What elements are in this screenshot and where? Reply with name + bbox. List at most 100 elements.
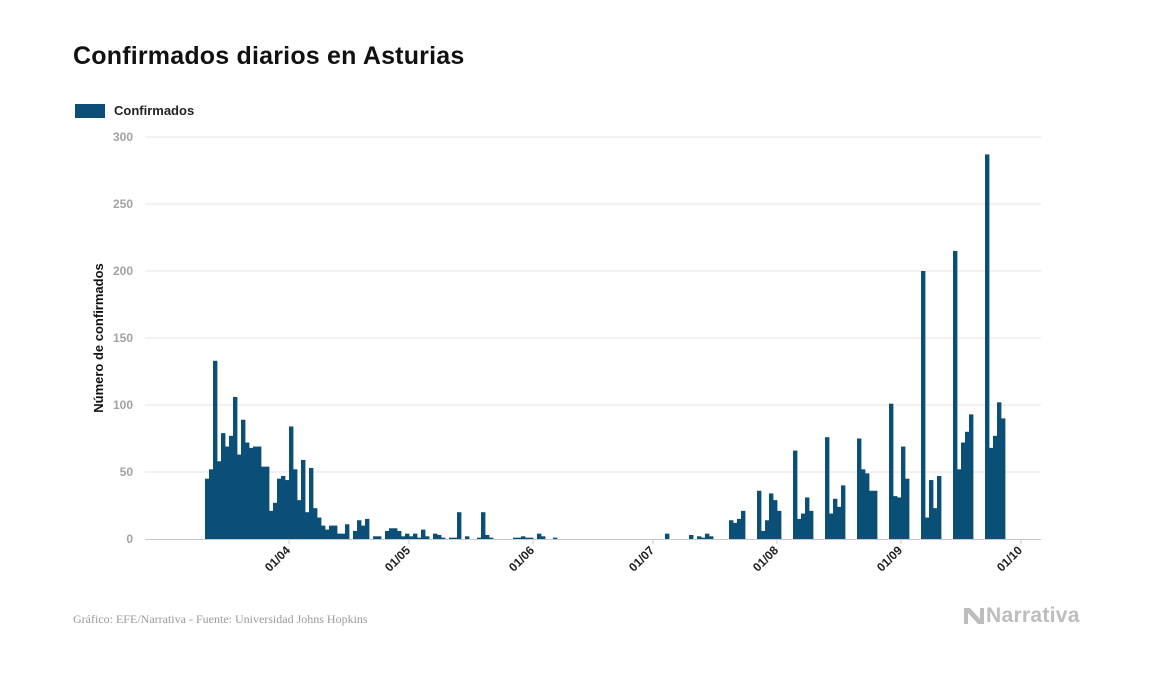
bars: [205, 154, 1006, 540]
bar: [865, 473, 870, 539]
bar: [689, 534, 694, 539]
bar: [905, 478, 910, 539]
bar: [929, 480, 934, 539]
bar: [989, 447, 994, 539]
bar: [809, 510, 814, 539]
bar: [245, 442, 250, 539]
y-tick-label: 200: [113, 264, 133, 278]
x-tick-label: 01/10: [994, 543, 1025, 574]
bar: [257, 446, 262, 539]
bar: [273, 502, 278, 539]
bar: [761, 530, 766, 539]
bar: [793, 450, 798, 539]
bar: [417, 537, 422, 539]
y-tick-label: 100: [113, 398, 133, 412]
bar: [965, 431, 970, 539]
bar: [305, 512, 310, 539]
x-tick-label: 01/07: [626, 543, 657, 574]
bar: [489, 537, 494, 539]
bar: [773, 500, 778, 539]
bar: [857, 438, 862, 539]
bar: [213, 360, 218, 539]
bar: [221, 433, 226, 539]
bar: [449, 537, 454, 539]
x-axis: [145, 539, 1041, 544]
bar: [521, 536, 526, 539]
bar: [457, 512, 462, 539]
bar: [769, 493, 774, 539]
bar: [529, 537, 534, 539]
bar: [389, 528, 394, 539]
bar: [957, 469, 962, 539]
bar: [925, 517, 930, 539]
bar: [861, 469, 866, 539]
bar: [301, 459, 306, 539]
bar: [397, 530, 402, 539]
legend-label: Confirmados: [114, 103, 195, 118]
bar: [285, 480, 290, 539]
bar: [517, 537, 522, 539]
bar: [329, 525, 334, 539]
bar: [321, 525, 326, 539]
bar: [333, 525, 338, 539]
bar: [217, 461, 222, 539]
bar: [405, 533, 410, 539]
bar: [337, 533, 342, 539]
bar: [921, 271, 926, 539]
bar: [477, 537, 482, 539]
bar: [485, 534, 490, 539]
bar: [393, 528, 398, 539]
bar: [237, 454, 242, 539]
bar: [801, 513, 806, 539]
y-axis-ticks: 0 50 100 150 200 250 300: [113, 130, 133, 546]
source-note: Gráfico: EFE/Narrativa - Fuente: Univers…: [73, 612, 368, 626]
bar: [537, 533, 542, 539]
bar: [777, 510, 782, 539]
x-axis-ticks: 01/04 01/05 01/06 01/07 01/08 01/09 01/10: [262, 543, 1025, 574]
y-tick-label: 250: [113, 197, 133, 211]
bar: [829, 513, 834, 539]
bar: [357, 520, 362, 539]
bar: [361, 525, 366, 539]
bar: [425, 536, 430, 539]
bar: [741, 510, 746, 539]
bar: [233, 396, 238, 539]
bar: [805, 497, 810, 539]
y-tick-label: 150: [113, 331, 133, 345]
bar: [893, 496, 898, 539]
bar: [701, 537, 706, 539]
bar: [437, 534, 442, 539]
bar: [985, 154, 990, 540]
bar: [441, 537, 446, 539]
narrativa-logo-icon: [964, 608, 984, 624]
bar: [757, 490, 762, 539]
bar: [409, 536, 414, 539]
bar: [937, 476, 942, 539]
bar: [837, 506, 842, 539]
bar: [297, 500, 302, 539]
bar: [709, 536, 714, 539]
bar: [205, 478, 210, 539]
bar: [225, 446, 230, 539]
y-tick-label: 300: [113, 130, 133, 144]
bar: [309, 467, 314, 539]
bar: [869, 490, 874, 539]
bar: [413, 533, 418, 539]
bar: [541, 536, 546, 539]
bar: [797, 518, 802, 539]
bar: [1001, 418, 1006, 539]
bar: [269, 510, 274, 539]
bar: [953, 250, 958, 539]
bar: [553, 537, 558, 539]
y-tick-label: 0: [126, 532, 133, 546]
bar: [729, 520, 734, 539]
x-tick-label: 01/06: [506, 543, 537, 574]
bar: [253, 446, 258, 539]
bar: [265, 466, 270, 539]
bar: [993, 435, 998, 539]
bar: [901, 446, 906, 539]
bar: [765, 520, 770, 539]
bar: [665, 533, 670, 539]
bar: [373, 536, 378, 539]
gridlines: [145, 136, 1041, 473]
